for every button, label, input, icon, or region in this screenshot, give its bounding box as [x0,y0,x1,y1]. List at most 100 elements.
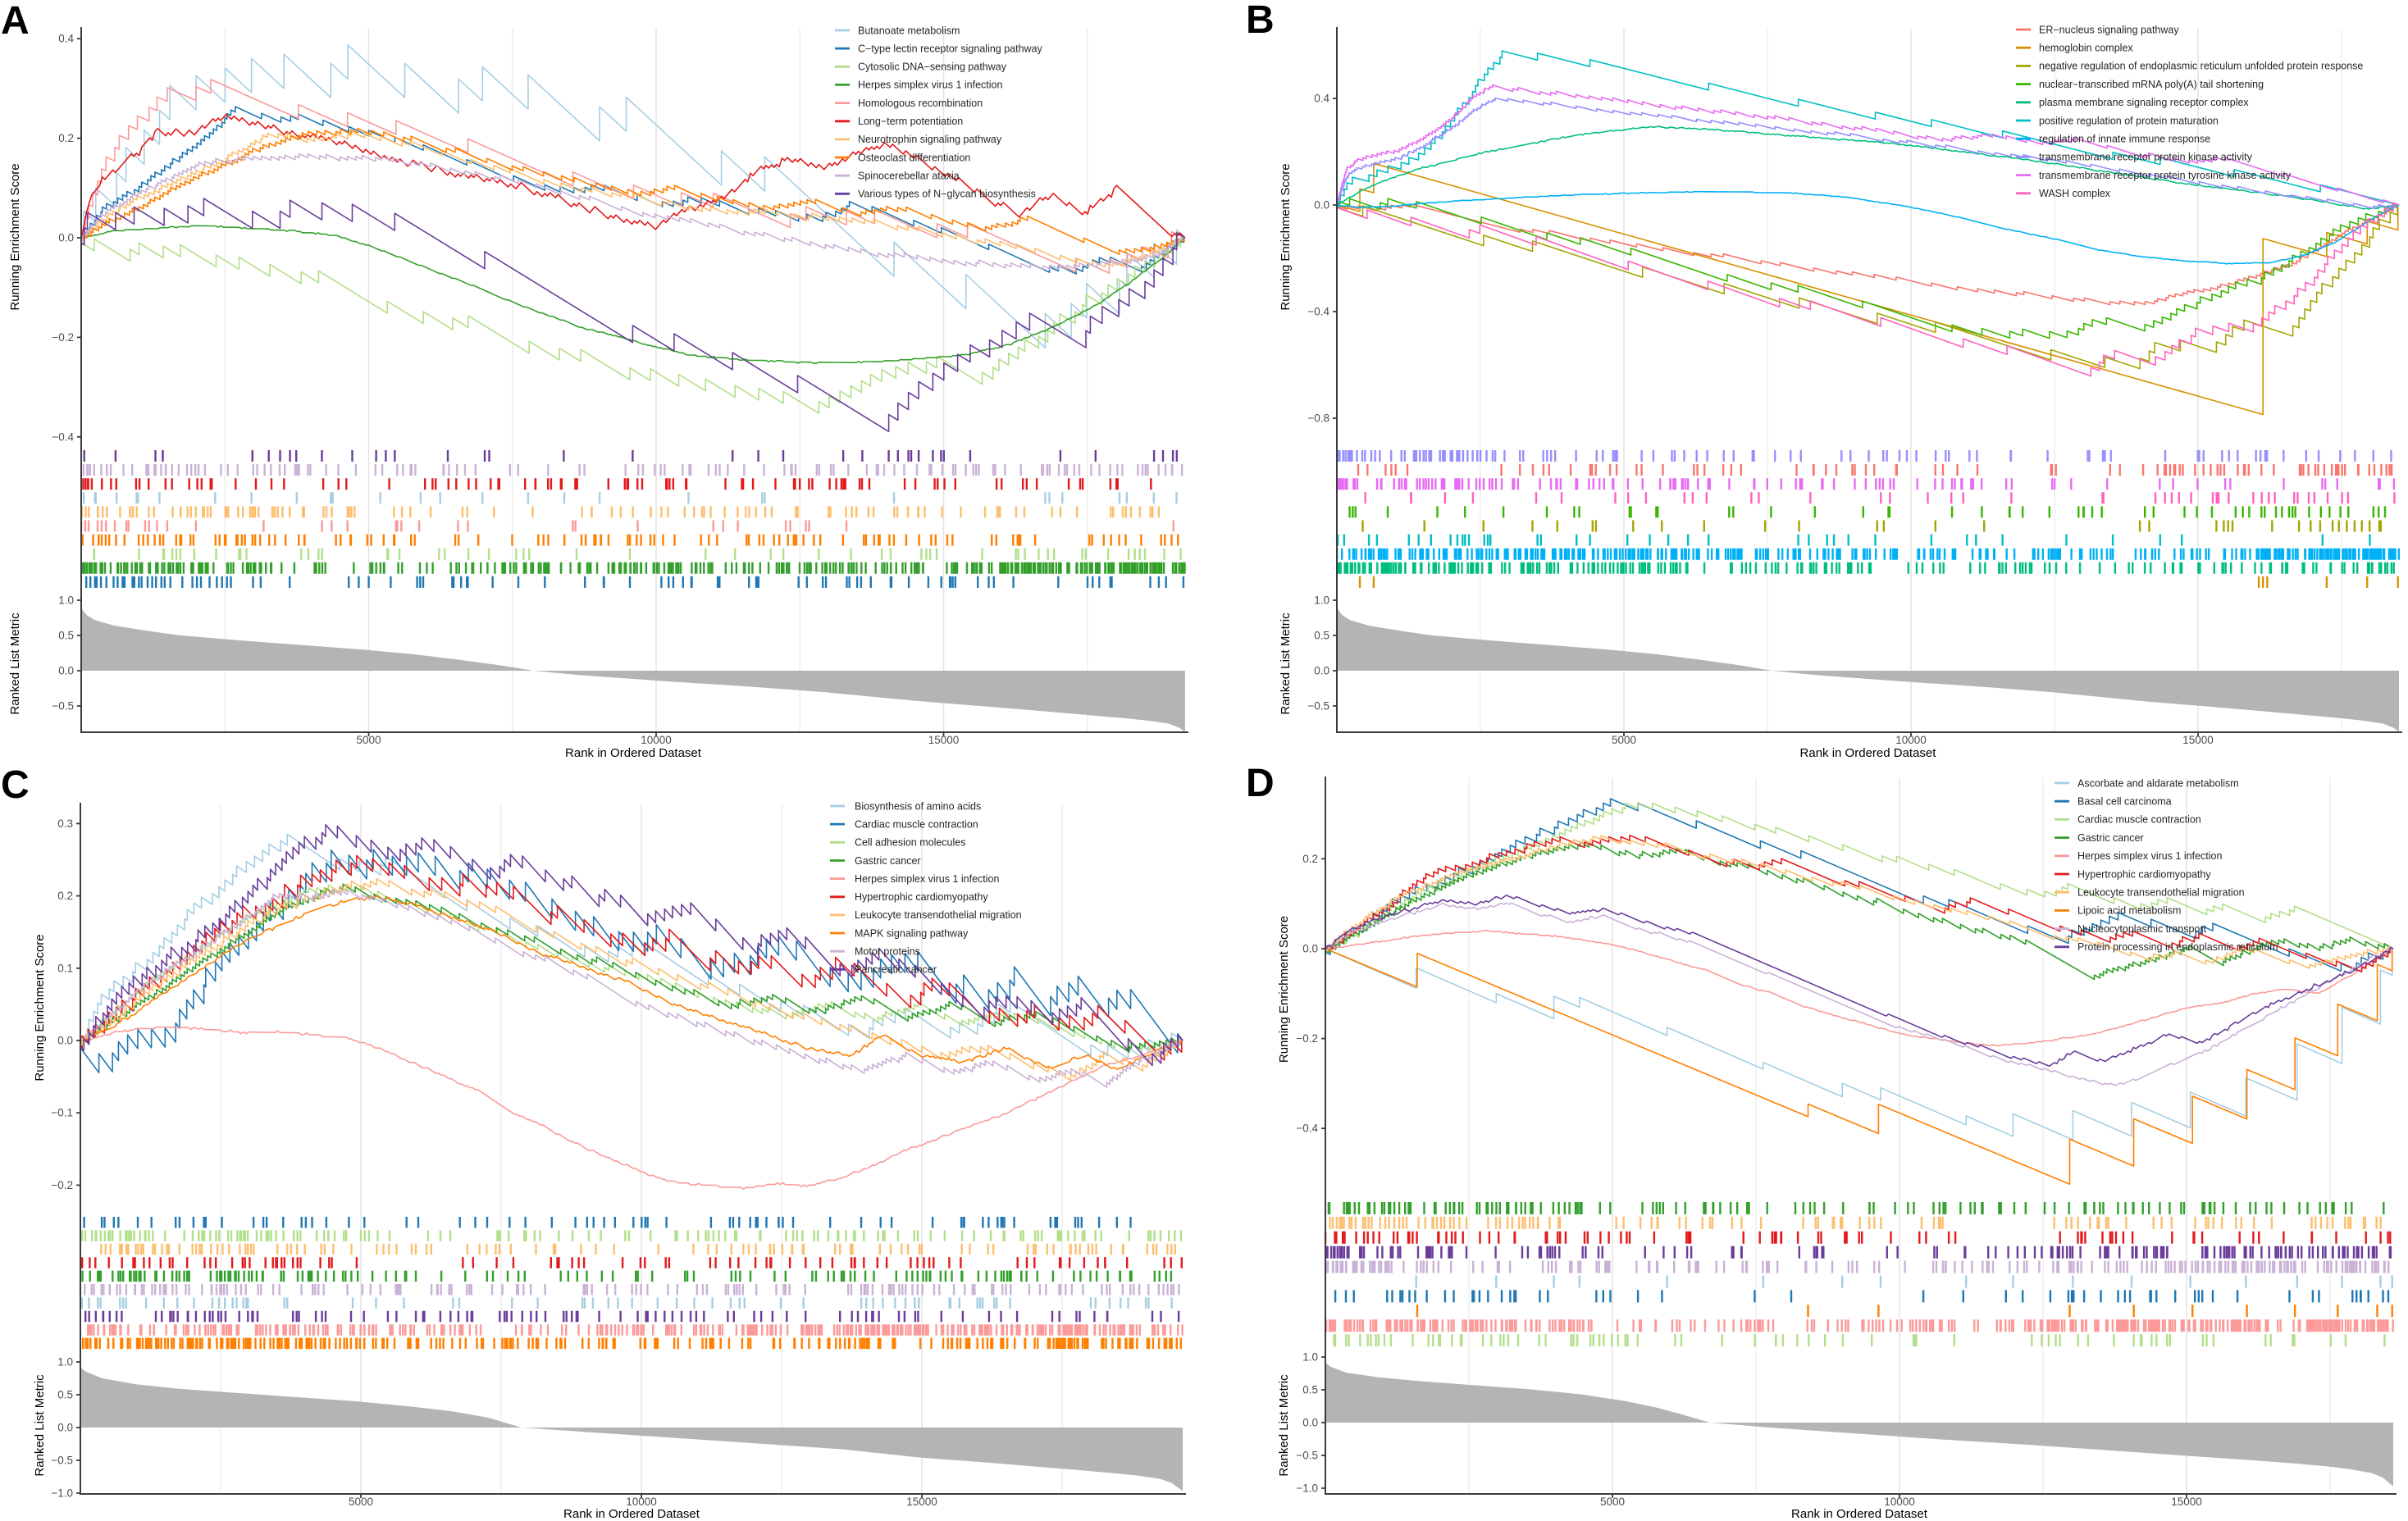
svg-text:−0.2: −0.2 [52,331,74,344]
svg-text:Homologous recombination: Homologous recombination [858,98,983,109]
svg-text:15000: 15000 [928,734,960,746]
svg-text:−0.5: −0.5 [1307,700,1329,713]
svg-text:nuclear−transcribed mRNA poly(: nuclear−transcribed mRNA poly(A) tail sh… [2039,79,2264,90]
svg-text:Lipoic acid metabolism: Lipoic acid metabolism [2077,905,2181,917]
svg-text:1.0: 1.0 [1302,1351,1318,1364]
svg-text:Biosynthesis of amino acids: Biosynthesis of amino acids [855,800,981,812]
svg-text:Cytosolic DNA−sensing pathway: Cytosolic DNA−sensing pathway [858,61,1007,73]
svg-text:Long−term potentiation: Long−term potentiation [858,116,963,127]
svg-text:Gastric cancer: Gastric cancer [2077,832,2144,844]
svg-text:0.0: 0.0 [58,665,74,677]
svg-text:MAPK signaling pathway: MAPK signaling pathway [855,927,969,939]
svg-text:Leukocyte transendothelial mig: Leukocyte transendothelial migration [855,909,1022,921]
svg-text:10000: 10000 [1884,1496,1915,1508]
svg-text:Running Enrichment Score: Running Enrichment Score [33,934,47,1081]
svg-text:Running Enrichment Score: Running Enrichment Score [1279,163,1293,310]
svg-text:0.4: 0.4 [1314,93,1329,105]
svg-text:0.0: 0.0 [1314,665,1329,677]
svg-text:−0.1: −0.1 [51,1107,73,1119]
svg-text:plasma membrane signaling rece: plasma membrane signaling receptor compl… [2039,97,2249,108]
svg-text:Butanoate metabolism: Butanoate metabolism [858,25,960,36]
svg-text:B: B [1246,0,1275,42]
svg-text:0.3: 0.3 [57,817,73,830]
svg-text:Various types of N−glycan bios: Various types of N−glycan biosynthesis [858,189,1036,200]
svg-text:C: C [1,763,30,807]
svg-text:0.5: 0.5 [1314,630,1329,642]
svg-text:−0.4: −0.4 [1296,1123,1318,1135]
svg-text:0.0: 0.0 [1302,943,1318,955]
svg-text:−1.0: −1.0 [1296,1482,1318,1495]
svg-text:15000: 15000 [2182,734,2214,746]
svg-text:Running Enrichment Score: Running Enrichment Score [8,163,22,310]
svg-text:Rank in Ordered Dataset: Rank in Ordered Dataset [1800,746,1937,760]
svg-text:Herpes simplex virus 1 infecti: Herpes simplex virus 1 infection [855,873,1000,885]
svg-text:Basal cell carcinoma: Basal cell carcinoma [2077,796,2172,808]
svg-text:Ranked List Metric: Ranked List Metric [1277,1374,1291,1477]
svg-text:Cell adhesion molecules: Cell adhesion molecules [855,837,966,849]
svg-text:Ranked List Metric: Ranked List Metric [33,1374,47,1477]
svg-text:−1.0: −1.0 [51,1487,73,1500]
svg-text:Ranked List Metric: Ranked List Metric [1279,612,1293,715]
svg-text:negative regulation of endopla: negative regulation of endoplasmic retic… [2039,61,2363,72]
svg-text:0.2: 0.2 [57,890,73,902]
svg-text:0.0: 0.0 [58,232,74,244]
svg-text:Nucleocytoplasmic transport: Nucleocytoplasmic transport [2077,923,2207,935]
svg-text:Neurotrophin signaling pathway: Neurotrophin signaling pathway [858,134,1002,145]
svg-text:D: D [1246,762,1275,805]
svg-text:0.0: 0.0 [1302,1417,1318,1429]
svg-text:Hypertrophic cardiomyopathy: Hypertrophic cardiomyopathy [2077,868,2211,880]
svg-text:0.5: 0.5 [58,630,74,642]
svg-text:−0.4: −0.4 [52,430,74,443]
svg-text:ER−nucleus signaling pathway: ER−nucleus signaling pathway [2039,24,2179,35]
svg-text:0.0: 0.0 [57,1422,73,1434]
svg-text:−0.2: −0.2 [1296,1032,1318,1045]
svg-text:Cardiac muscle contraction: Cardiac muscle contraction [2077,814,2201,826]
svg-text:−0.5: −0.5 [51,1455,73,1467]
svg-text:Herpes simplex virus 1 infecti: Herpes simplex virus 1 infection [858,80,1003,91]
svg-text:−0.8: −0.8 [1307,412,1329,425]
svg-text:Gastric cancer: Gastric cancer [855,855,921,867]
svg-text:15000: 15000 [2171,1496,2202,1508]
svg-text:15000: 15000 [906,1496,937,1508]
svg-text:A: A [1,0,30,43]
svg-text:10000: 10000 [1895,734,1927,746]
svg-text:Ascorbate and aldarate metabol: Ascorbate and aldarate metabolism [2077,777,2239,789]
svg-text:Motor proteins: Motor proteins [855,946,920,958]
svg-text:Osteoclast differentiation: Osteoclast differentiation [858,152,970,163]
svg-text:transmembrane receptor protein: transmembrane receptor protein tyrosine … [2039,170,2292,181]
svg-text:−0.5: −0.5 [52,700,74,713]
svg-text:Pancreatic cancer: Pancreatic cancer [855,964,937,976]
svg-text:0.4: 0.4 [58,33,74,45]
svg-text:5000: 5000 [1612,734,1636,746]
svg-text:hemoglobin complex: hemoglobin complex [2039,43,2133,54]
svg-text:positive regulation of protein: positive regulation of protein maturatio… [2039,115,2219,126]
svg-text:C−type lectin receptor signali: C−type lectin receptor signaling pathway [858,43,1043,54]
svg-text:0.2: 0.2 [58,132,74,144]
svg-text:Cardiac muscle contraction: Cardiac muscle contraction [855,818,978,830]
svg-text:Rank in Ordered Dataset: Rank in Ordered Dataset [1791,1507,1928,1521]
svg-text:regulation of innate immune re: regulation of innate immune response [2039,134,2210,145]
svg-text:Rank in Ordered Dataset: Rank in Ordered Dataset [563,1507,700,1521]
svg-text:Hypertrophic cardiomyopathy: Hypertrophic cardiomyopathy [855,891,988,903]
svg-text:1.0: 1.0 [58,594,74,607]
svg-text:5000: 5000 [1600,1496,1625,1508]
svg-text:Protein processing in endoplas: Protein processing in endoplasmic reticu… [2077,941,2278,953]
svg-text:10000: 10000 [641,734,672,746]
svg-text:Herpes simplex virus 1 infecti: Herpes simplex virus 1 infection [2077,850,2223,862]
svg-text:−0.5: −0.5 [1296,1450,1318,1462]
svg-text:WASH complex: WASH complex [2039,188,2111,199]
svg-text:0.1: 0.1 [57,962,73,974]
svg-text:−0.2: −0.2 [51,1179,73,1191]
svg-text:10000: 10000 [626,1496,657,1508]
svg-text:0.0: 0.0 [1314,199,1329,212]
svg-text:1.0: 1.0 [1314,594,1329,607]
svg-text:Spinocerebellar ataxia: Spinocerebellar ataxia [858,171,960,182]
svg-text:0.2: 0.2 [1302,853,1318,865]
svg-text:0.0: 0.0 [57,1035,73,1047]
svg-text:0.5: 0.5 [57,1389,73,1401]
svg-text:−0.4: −0.4 [1307,306,1329,318]
svg-text:Ranked List Metric: Ranked List Metric [8,612,22,715]
svg-text:0.5: 0.5 [1302,1384,1318,1396]
svg-text:transmembrane receptor protein: transmembrane receptor protein kinase ac… [2039,152,2253,163]
svg-text:1.0: 1.0 [57,1356,73,1368]
